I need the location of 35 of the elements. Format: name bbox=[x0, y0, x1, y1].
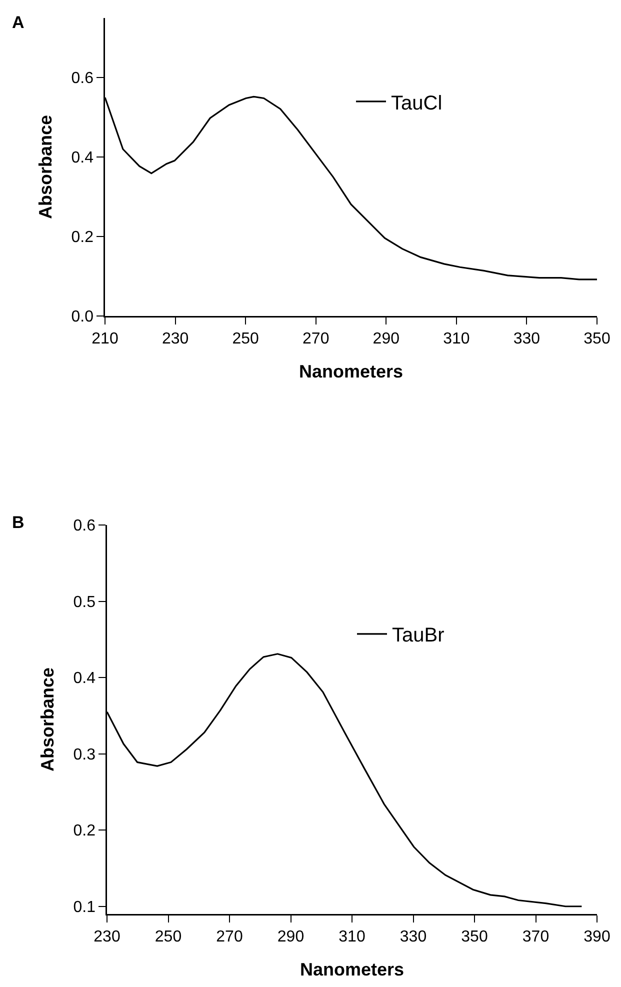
y-tick-label: 0.2 bbox=[73, 822, 96, 840]
x-tick-label: 250 bbox=[232, 330, 260, 348]
x-tick-label: 210 bbox=[92, 330, 118, 348]
x-tick-label: 290 bbox=[277, 928, 304, 946]
chart-title: B bbox=[12, 512, 24, 532]
x-tick-label: 350 bbox=[461, 928, 488, 946]
y-axis-title: Absorbance bbox=[38, 667, 58, 772]
legend-label: TauBr bbox=[392, 624, 445, 647]
x-tick-label: 250 bbox=[154, 928, 182, 946]
y-tick-label: 0.6 bbox=[73, 518, 96, 535]
y-tick-label: 0.4 bbox=[71, 150, 94, 167]
x-axis-title: Nanometers bbox=[300, 959, 404, 980]
legend-label: TauCl bbox=[391, 92, 442, 114]
y-tick-label: 0.6 bbox=[71, 70, 94, 88]
x-tick-label: 350 bbox=[584, 330, 610, 348]
chart-title: A bbox=[12, 12, 24, 32]
x-tick-label: 230 bbox=[162, 330, 189, 348]
x-tick-label: 330 bbox=[513, 330, 540, 348]
y-tick-label: 0.0 bbox=[71, 308, 94, 326]
x-axis-title: Nanometers bbox=[298, 361, 404, 382]
x-tick-label: 390 bbox=[584, 928, 610, 946]
y-tick-label: 0.3 bbox=[73, 746, 96, 764]
x-tick-label: 310 bbox=[443, 330, 470, 348]
y-tick-label: 0.2 bbox=[71, 229, 94, 246]
x-tick-label: 290 bbox=[372, 330, 400, 348]
y-axis-title: Absorbance bbox=[36, 114, 56, 220]
x-tick-label: 330 bbox=[400, 928, 427, 946]
x-tick-label: 270 bbox=[302, 330, 330, 348]
y-tick-label: 0.5 bbox=[73, 594, 96, 611]
y-tick-label: 0.4 bbox=[73, 670, 96, 688]
x-tick-label: 370 bbox=[522, 928, 550, 946]
x-tick-label: 270 bbox=[216, 928, 243, 946]
x-tick-label: 310 bbox=[338, 928, 366, 946]
y-tick-label: 0.1 bbox=[73, 898, 96, 916]
x-tick-label: 230 bbox=[94, 928, 120, 946]
